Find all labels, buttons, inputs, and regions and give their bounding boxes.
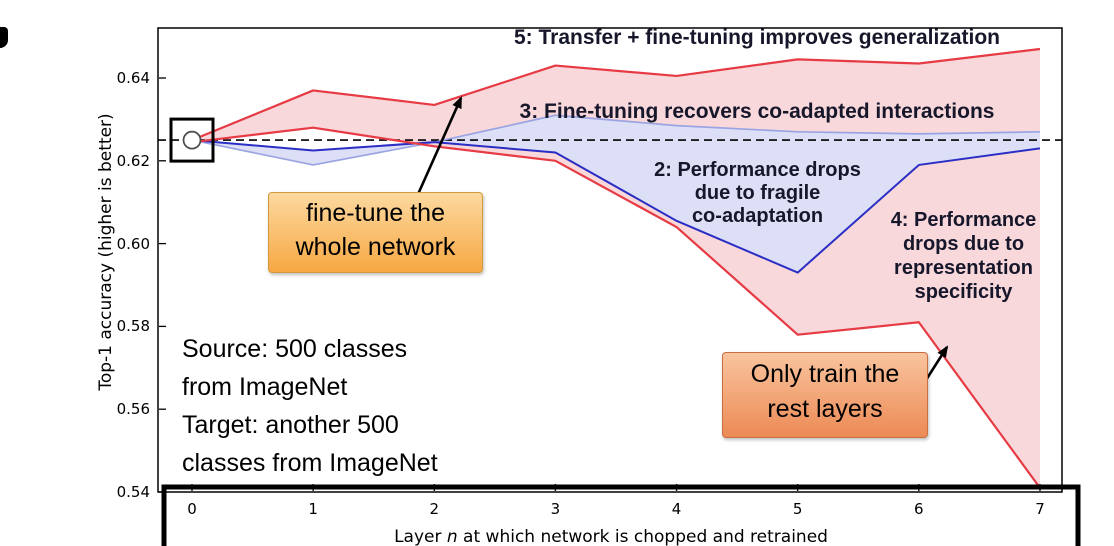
x-tick-label-2: 2	[429, 500, 440, 518]
annotation-3-finetuning-recovers: 3: Fine-tuning recovers co-adapted inter…	[519, 100, 995, 123]
x-tick-label-6: 6	[914, 500, 924, 518]
arrow-finetune-icon	[413, 96, 463, 202]
x-axis-label-variable: n	[446, 527, 458, 546]
series-line-2	[191, 139, 1041, 274]
x-axis-label-suffix: at which network is chopped and retraine…	[457, 527, 828, 546]
y-tick-label-0.62: 0.62	[116, 151, 150, 170]
callout-finetune-whole-network: fine-tune the whole network	[268, 192, 483, 273]
y-tick-label-0.64: 0.64	[116, 69, 150, 87]
x-axis-label-prefix: Layer	[394, 527, 447, 546]
series-line-0	[191, 47, 1041, 142]
callout-only-train-rest-layers: Only train the rest layers	[722, 352, 928, 438]
x-tick-label-5: 5	[792, 500, 803, 518]
x-tick-label-3: 3	[550, 500, 561, 518]
y-tick-label-0.60: 0.60	[116, 234, 150, 253]
y-tick-label-0.56: 0.56	[116, 400, 150, 419]
y-tick-label-0.54: 0.54	[116, 483, 150, 501]
series-line-3	[191, 126, 1041, 489]
y-tick-label-0.58: 0.58	[116, 317, 150, 336]
annotation-2-fragile-coadaptation: 2: Performance drops due to fragile co-a…	[654, 159, 861, 227]
series-line-1	[191, 114, 1040, 166]
start-marker-box	[169, 117, 215, 163]
annotation-5-transfer-finetuning: 5: Transfer + fine-tuning improves gener…	[513, 26, 1000, 49]
source-target-note: Source: 500 classes from ImageNet Target…	[182, 335, 438, 477]
blue-selffer-band	[192, 115, 1040, 273]
x-tick-label-7: 7	[1035, 500, 1045, 518]
left-edge-artifact	[0, 27, 8, 48]
x-axis-label: Layer n at which network is chopped and …	[160, 527, 1062, 546]
x-tick-label-0: 0	[187, 500, 197, 518]
x-tick-label-1: 1	[308, 500, 318, 518]
start-marker-circle	[182, 130, 202, 150]
x-tick-label-4: 4	[671, 500, 682, 518]
x-axis-highlight-box	[161, 484, 1081, 546]
plot-frame	[157, 27, 1063, 493]
annotation-4-representation-specificity: 4: Performance drops due to representati…	[890, 209, 1037, 303]
